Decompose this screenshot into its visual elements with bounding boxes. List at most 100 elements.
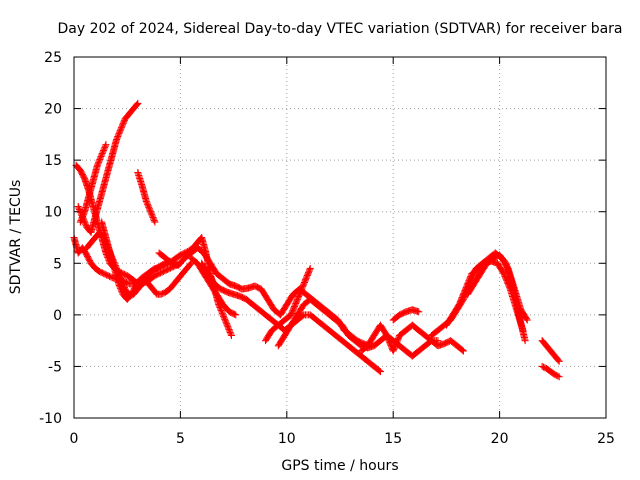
data-point <box>95 157 103 165</box>
data-point <box>114 131 122 139</box>
data-point <box>217 305 225 313</box>
data-point <box>78 214 86 222</box>
series-arc-13 <box>357 321 467 355</box>
data-point <box>116 127 124 135</box>
data-point <box>221 315 229 323</box>
data-point <box>119 121 127 129</box>
data-point <box>101 144 109 152</box>
data-point <box>148 212 156 220</box>
data-point <box>415 308 423 316</box>
data-point <box>134 99 142 107</box>
data-point <box>116 128 124 136</box>
data-point <box>98 151 106 159</box>
data-point <box>150 217 158 225</box>
data-point <box>218 309 226 317</box>
x-tick-label: 20 <box>491 431 509 447</box>
data-point <box>96 155 104 163</box>
data-point <box>75 206 83 214</box>
data-point <box>79 212 87 220</box>
data-point <box>96 154 104 162</box>
data-point <box>97 152 105 160</box>
data-point <box>224 323 232 331</box>
data-point <box>113 136 121 144</box>
data-point <box>78 215 86 223</box>
data-point <box>113 134 121 142</box>
data-point <box>82 220 90 228</box>
series-arc-3 <box>74 99 142 236</box>
data-point <box>226 329 234 337</box>
data-point <box>227 330 235 338</box>
data-point <box>151 218 159 226</box>
data-point <box>220 314 228 322</box>
x-tick-label: 10 <box>278 431 296 447</box>
data-point <box>147 208 155 216</box>
plot-frame <box>73 56 607 419</box>
data-point <box>522 315 530 323</box>
data-point <box>521 337 529 345</box>
data-point <box>150 215 158 223</box>
series-arc-11 <box>262 264 314 345</box>
data-point <box>219 311 227 319</box>
y-tick-label: 25 <box>44 50 62 66</box>
series-arc-8 <box>155 244 374 350</box>
data-point <box>224 324 232 332</box>
data-point <box>119 119 127 127</box>
data-point <box>186 260 194 268</box>
data-point <box>115 130 123 138</box>
data-point <box>147 209 155 217</box>
data-point <box>77 217 85 225</box>
data-point <box>218 308 226 316</box>
grid-lines <box>74 57 606 418</box>
data-point <box>148 211 156 219</box>
data-point <box>117 125 125 133</box>
data-point <box>74 203 82 211</box>
y-tick-label: 0 <box>53 308 62 324</box>
data-point <box>223 321 231 329</box>
data-point <box>79 211 87 219</box>
data-point <box>221 317 229 325</box>
data-point <box>149 214 157 222</box>
data-point <box>99 147 107 155</box>
series-arc-10 <box>187 254 240 319</box>
data-point <box>100 145 108 153</box>
x-axis-title: GPS time / hours <box>281 458 398 474</box>
data-point <box>144 202 152 210</box>
x-tick-label: 25 <box>597 431 615 447</box>
series-arc-18 <box>538 337 563 365</box>
data-point <box>144 200 152 208</box>
series-arc-6 <box>98 218 195 303</box>
data-point <box>133 100 141 108</box>
data-point <box>118 287 126 295</box>
y-tick-label: 20 <box>44 102 62 118</box>
data-point <box>523 316 531 324</box>
data-point <box>376 368 384 376</box>
y-tick-label: -5 <box>48 359 62 375</box>
data-point <box>145 205 153 213</box>
data-point <box>459 347 467 355</box>
data-point <box>116 283 124 291</box>
data-point <box>115 280 123 288</box>
data-point <box>75 204 83 212</box>
data-point <box>102 141 110 149</box>
series-arc-4 <box>76 141 110 226</box>
y-tick-label: 15 <box>44 153 62 169</box>
data-point <box>114 133 122 141</box>
y-axis-title: SDTVAR / TECUs <box>8 180 24 295</box>
series-arc-17 <box>464 251 529 345</box>
series-arc-14 <box>389 306 423 324</box>
series-arc-7 <box>134 169 159 226</box>
x-tick-label: 15 <box>384 431 402 447</box>
data-point <box>94 160 102 168</box>
data-point <box>143 199 151 207</box>
data-point <box>76 218 84 226</box>
data-point <box>117 284 125 292</box>
data-point <box>93 161 101 169</box>
data-point <box>146 206 154 214</box>
tick-marks <box>73 56 607 419</box>
data-point <box>120 118 128 126</box>
data-point <box>555 373 563 381</box>
data-point <box>81 219 89 227</box>
data-point <box>98 150 106 158</box>
data-point <box>222 318 230 326</box>
